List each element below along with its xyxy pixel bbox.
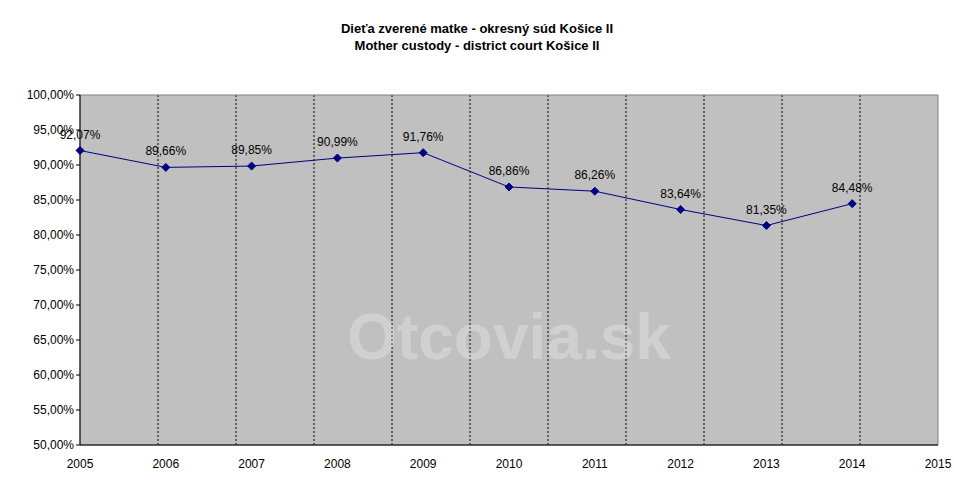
svg-text:86,26%: 86,26% — [574, 168, 615, 182]
svg-text:91,76%: 91,76% — [403, 130, 444, 144]
svg-text:70,00%: 70,00% — [33, 298, 74, 312]
svg-text:92,07%: 92,07% — [60, 128, 101, 142]
svg-text:75,00%: 75,00% — [33, 263, 74, 277]
svg-text:83,64%: 83,64% — [660, 187, 701, 201]
svg-text:2007: 2007 — [238, 457, 265, 471]
svg-text:2005: 2005 — [67, 457, 94, 471]
svg-text:55,00%: 55,00% — [33, 403, 74, 417]
svg-text:2010: 2010 — [496, 457, 523, 471]
svg-text:100,00%: 100,00% — [27, 88, 75, 102]
svg-text:2008: 2008 — [324, 457, 351, 471]
svg-text:2011: 2011 — [582, 457, 608, 471]
svg-text:65,00%: 65,00% — [33, 333, 74, 347]
svg-text:2013: 2013 — [753, 457, 780, 471]
html-text:Mother custody - district cour: Mother custody - district court Košice I… — [354, 38, 600, 53]
svg-text:86,86%: 86,86% — [489, 164, 530, 178]
svg-text:85,00%: 85,00% — [33, 193, 74, 207]
svg-text:90,00%: 90,00% — [33, 158, 74, 172]
svg-text:80,00%: 80,00% — [33, 228, 74, 242]
svg-text:81,35%: 81,35% — [746, 203, 787, 217]
svg-text:89,85%: 89,85% — [231, 143, 272, 157]
svg-text:2009: 2009 — [410, 457, 437, 471]
svg-text:84,48%: 84,48% — [832, 181, 873, 195]
svg-text:60,00%: 60,00% — [33, 368, 74, 382]
svg-text:2006: 2006 — [152, 457, 179, 471]
svg-text:50,00%: 50,00% — [33, 438, 74, 452]
svg-text:90,99%: 90,99% — [317, 135, 358, 149]
svg-text:95,00%: 95,00% — [33, 123, 74, 138]
html-text:Dieťa zverené matke - okresný: Dieťa zverené matke - okresný súd Košice… — [340, 21, 614, 36]
svg-text:2015: 2015 — [925, 457, 946, 471]
svg-text:89,66%: 89,66% — [145, 144, 186, 158]
html-text:Otcovia.sk: Otcovia.sk — [347, 301, 671, 373]
svg-text:2012: 2012 — [667, 457, 694, 471]
svg-text:2014: 2014 — [839, 457, 866, 471]
